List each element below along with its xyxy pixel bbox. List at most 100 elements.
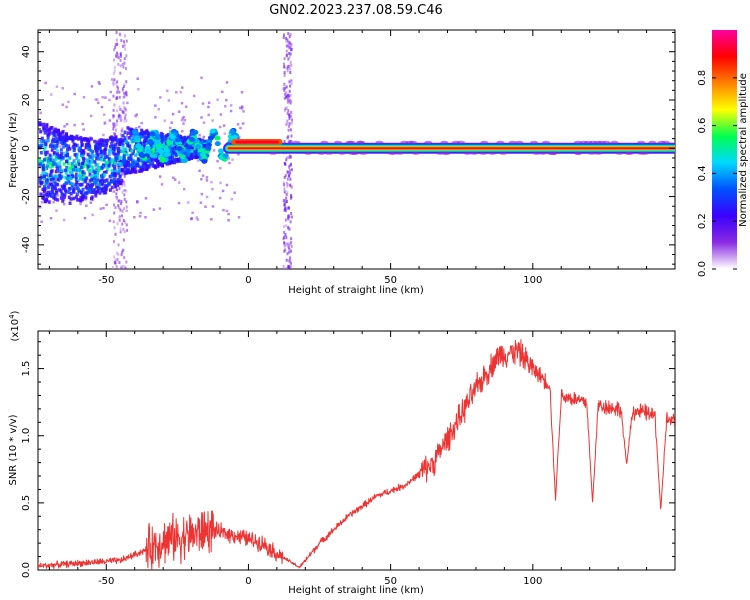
streak-point [120,136,123,140]
streak-point [290,114,293,118]
band-point [102,191,106,195]
band-point [47,193,51,197]
carrier-lump [269,151,278,155]
band-point [102,143,106,147]
streak-point [123,106,126,110]
band-point [84,179,88,183]
streak-point [287,57,290,61]
speckle [183,118,186,122]
band-point [38,163,42,167]
speckle [198,169,201,173]
speckle [96,101,100,105]
band-point [88,172,92,177]
band-point [67,187,71,191]
band-point [192,143,196,147]
speckle [182,122,185,125]
speckle [126,101,129,105]
carrier-lump [359,151,368,155]
streak-point [285,49,288,53]
band-point [39,145,43,149]
band-point [123,160,127,165]
band-point [139,142,143,146]
colorbar-gradient [712,30,737,269]
band-point [134,170,138,174]
band-point [64,143,68,148]
colorbar-tick-label: 0.2 [697,213,708,229]
band-point [126,126,130,130]
band-point [51,144,55,149]
band-point [42,193,46,198]
band-point [127,144,131,149]
streak-point [288,164,291,168]
band-point [131,163,135,168]
band-point [57,161,61,166]
streak-point [113,226,116,230]
band-point [41,195,45,200]
band-point [69,191,73,196]
band-point [172,159,176,164]
carrier-lump [574,151,583,155]
ripple-point [193,138,200,144]
speckle [163,119,167,122]
band-point [150,152,154,157]
snr-marks [38,339,675,570]
band-point [81,177,85,182]
speckle [225,98,228,102]
speckle [211,205,215,208]
streak-point [286,259,289,263]
band-point [130,127,134,132]
streak-point [289,154,292,158]
streak-point [289,60,292,64]
band-point [116,183,120,187]
band-point [123,163,127,168]
band-point [104,160,108,165]
spectrogram-y-tick-label: 20 [21,94,32,107]
band-point [124,147,128,152]
speckle [227,218,230,222]
streak-point [112,220,115,224]
speckle [98,82,101,85]
band-point [68,181,72,186]
band-point [45,192,49,197]
streak-point [287,32,290,36]
band-point [153,165,157,170]
streak-point [282,183,285,187]
streak-point [282,241,285,245]
speckle [108,98,111,102]
speckle [138,214,142,218]
streak-point [122,227,125,231]
streak-point [282,35,285,39]
streak-point [117,86,120,90]
snr-multiplier-exponent: 4 [8,314,16,319]
speckle [230,197,234,201]
speckle [65,122,69,126]
band-point [76,198,80,202]
band-point [49,178,53,182]
streak-point [284,174,287,178]
ripple-point [164,148,171,154]
streak-point [122,40,125,44]
band-point [94,143,98,147]
band-point [171,151,175,155]
streak-point [122,44,125,48]
band-point [47,176,51,180]
band-point [155,159,159,163]
band-point [100,166,104,170]
band-point [79,146,83,150]
speckle [216,159,219,163]
band-point [59,168,63,173]
streak-point [116,258,119,262]
streak-point [285,197,288,201]
streak-point [285,39,288,43]
streak-point [283,92,286,96]
streak-point [289,162,292,166]
streak-point [124,267,127,269]
band-point [173,157,177,162]
speckle [82,128,85,131]
speckle [119,117,122,120]
band-point [51,137,55,142]
speckle [200,116,203,119]
streak-point [117,62,120,66]
speckle [122,95,126,99]
band-point [149,145,153,150]
